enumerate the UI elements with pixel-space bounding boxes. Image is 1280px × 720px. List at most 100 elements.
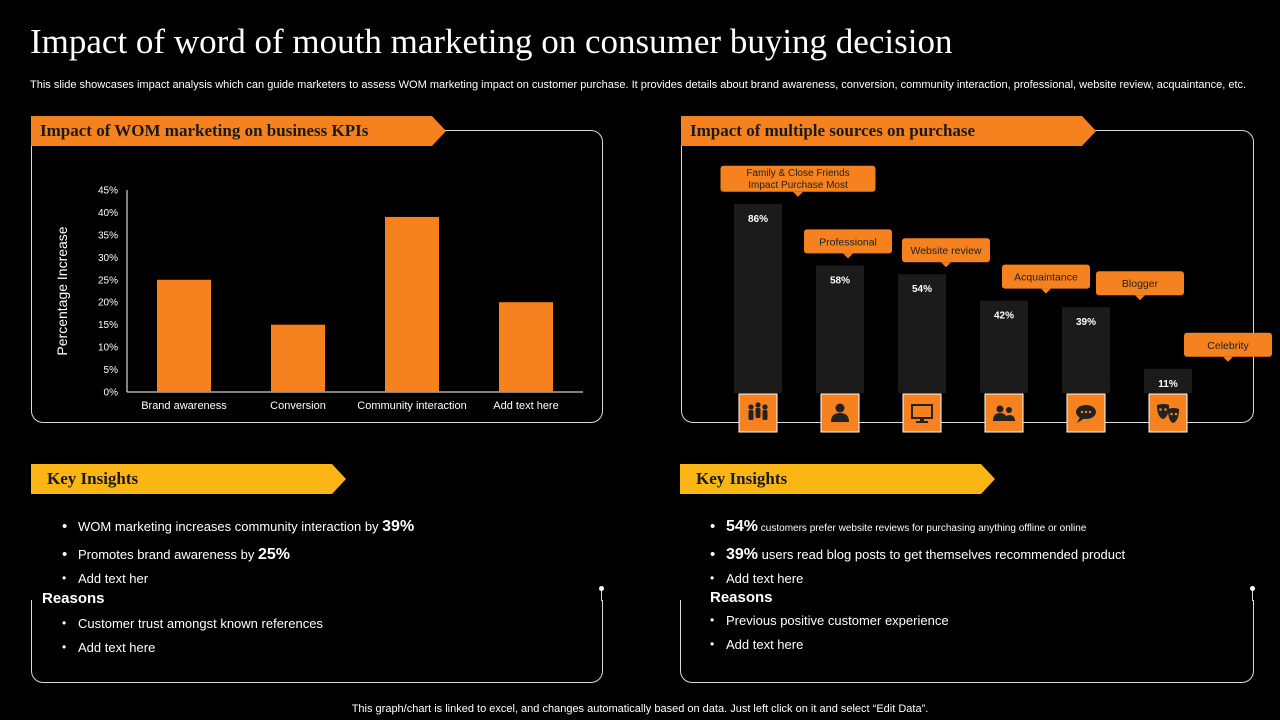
source-value-label: 42% <box>994 311 1014 322</box>
icon-part <box>755 408 761 418</box>
reasons-right-list: Previous positive customer experience Ad… <box>708 613 949 661</box>
icon-part <box>748 410 754 420</box>
page-subtitle: This slide showcases impact analysis whi… <box>30 79 1247 91</box>
icon-part <box>1157 404 1169 419</box>
callout-pointer <box>1041 288 1051 294</box>
source-bar <box>898 274 946 393</box>
insights-right-connector <box>1252 589 1253 601</box>
source-value-label: 58% <box>830 275 850 286</box>
insights-left-heading: Key Insights <box>31 464 346 494</box>
insights-left-list: WOM marketing increases community intera… <box>60 518 414 591</box>
footer-note: This graph/chart is linked to excel, and… <box>351 703 929 715</box>
icon-part <box>831 413 849 422</box>
y-tick-label: 10% <box>98 343 118 354</box>
source-value-label: 11% <box>1158 379 1178 390</box>
source-callout: Website review <box>902 238 990 268</box>
callout-box <box>804 229 892 254</box>
insights-right-list: 54% customers prefer website reviews for… <box>708 518 1125 591</box>
icon-box <box>984 393 1024 433</box>
insights-left-connector <box>601 589 602 601</box>
insight-right-item: Add text here <box>708 571 1125 591</box>
person-icon <box>820 393 860 433</box>
callout-pointer <box>941 262 951 268</box>
icon-part <box>996 405 1004 413</box>
icon-part <box>835 403 845 413</box>
icon-part <box>1077 417 1085 423</box>
source-bar <box>980 300 1028 393</box>
icon-part <box>1080 410 1084 414</box>
icon-part <box>1006 407 1012 413</box>
callout-box <box>1096 271 1184 296</box>
icon-glyph <box>1157 404 1179 423</box>
source-value-label: 54% <box>912 284 932 295</box>
insight-left-item: WOM marketing increases community intera… <box>60 518 414 546</box>
callout-pointer <box>793 191 803 197</box>
insights-left-dot <box>599 586 604 591</box>
icon-part <box>1164 408 1167 411</box>
chat-bubble-icon <box>1066 393 1106 433</box>
y-tick-label: 40% <box>98 208 118 219</box>
reason-left-item: Customer trust amongst known references <box>60 616 323 640</box>
y-tick-label: 5% <box>104 365 119 376</box>
icon-glyph <box>911 404 933 423</box>
reason-right-item: Add text here <box>708 637 949 661</box>
source-value-label: 86% <box>748 214 768 225</box>
x-tick-label: Add text here <box>493 400 558 412</box>
insight-right-item: 54% customers prefer website reviews for… <box>708 518 1125 546</box>
callout-box <box>1184 332 1272 357</box>
icon-part <box>762 404 768 410</box>
reasons-left-heading: Reasons <box>42 590 105 607</box>
icon-part <box>762 410 768 420</box>
bar <box>271 324 325 392</box>
x-tick-label: Conversion <box>270 400 326 412</box>
x-tick-label: Community interaction <box>357 400 466 412</box>
callout-label: Celebrity <box>1207 340 1249 352</box>
people-icon <box>984 393 1024 433</box>
icon-glyph <box>993 405 1015 421</box>
callout-label: Blogger <box>1122 278 1159 290</box>
icon-glyph <box>1076 405 1096 423</box>
icon-part <box>916 421 928 423</box>
insight-right-item: 39% users read blog posts to get themsel… <box>708 546 1125 571</box>
callout-label-line1: Family & Close Friends <box>746 168 849 179</box>
page-title: Impact of word of mouth marketing on con… <box>30 22 953 61</box>
reason-left-item: Add text here <box>60 640 323 664</box>
icon-part <box>1170 412 1173 416</box>
callout-label: Website review <box>911 245 982 257</box>
y-tick-label: 15% <box>98 320 118 331</box>
icon-part <box>1159 408 1162 411</box>
insights-right-heading: Key Insights <box>680 464 995 494</box>
callout-box <box>720 165 876 192</box>
icon-glyph <box>748 402 768 420</box>
callout-pointer <box>843 253 853 259</box>
icon-part <box>1084 410 1088 414</box>
icon-box <box>902 393 942 433</box>
icon-part <box>1088 410 1092 414</box>
insights-left-frame <box>31 600 603 683</box>
y-axis-label: Percentage Increase <box>54 226 70 355</box>
bar <box>157 279 211 392</box>
callout-pointer <box>1135 295 1145 301</box>
icon-part <box>1168 408 1179 423</box>
source-bar <box>734 203 782 393</box>
sources-chart-heading: Impact of multiple sources on purchase <box>681 116 1096 146</box>
bar <box>499 302 553 392</box>
icon-part <box>755 402 761 408</box>
theater-masks-icon <box>1148 393 1188 433</box>
reasons-left-list: Customer trust amongst known references … <box>60 616 323 664</box>
y-tick-label: 25% <box>98 275 118 286</box>
source-bar <box>1144 368 1192 393</box>
kpi-chart-heading: Impact of WOM marketing on business KPIs <box>31 116 446 146</box>
kpi-bar-chart[interactable]: 0% 5% 10% 15% 20% 25% 30% 35% 40% 45% Brand awaren… <box>40 165 600 435</box>
icon-part <box>1174 412 1178 416</box>
source-callout: Acquaintance <box>1002 264 1090 294</box>
icon-glyph <box>831 403 849 422</box>
bar <box>385 216 439 392</box>
y-tick-label: 45% <box>98 186 118 197</box>
monitor-icon <box>902 393 942 433</box>
icon-part <box>993 413 1007 421</box>
icon-part <box>920 418 924 422</box>
y-tick-label: 0% <box>104 388 119 399</box>
